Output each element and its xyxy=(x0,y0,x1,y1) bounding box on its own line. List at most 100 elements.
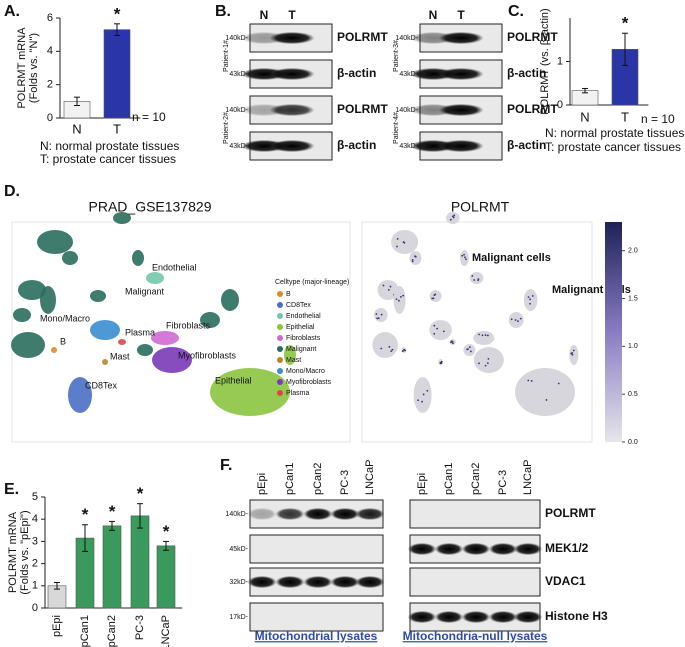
expression-dot xyxy=(514,319,517,321)
protein-label: POLRMT xyxy=(337,102,388,116)
umap-cluster-expression xyxy=(429,320,452,340)
error-bar xyxy=(54,581,60,590)
y-axis-label: POLRMT mRNA xyxy=(7,511,19,593)
band xyxy=(488,610,518,624)
expression-dot xyxy=(529,302,531,305)
umap-cluster-expression xyxy=(393,286,406,314)
y-tick-label: 4 xyxy=(47,45,53,57)
lane-label: pCan1 xyxy=(284,463,296,495)
significance-star: * xyxy=(137,484,144,503)
band xyxy=(355,507,385,521)
cluster-label: B xyxy=(60,336,66,346)
band xyxy=(330,507,360,521)
error-bar xyxy=(82,524,88,552)
expression-dot xyxy=(571,352,574,354)
band xyxy=(269,139,315,153)
legend-swatch xyxy=(277,291,283,297)
umap-cluster xyxy=(151,331,179,345)
umap-cluster xyxy=(146,272,164,284)
significance-star: * xyxy=(622,14,629,33)
marker-label: 43kD- xyxy=(399,71,418,78)
band xyxy=(513,542,543,556)
umap-frame xyxy=(11,221,351,443)
lane-label: pCan2 xyxy=(470,463,482,495)
significance-star: * xyxy=(114,4,121,23)
protein-label: β-actin xyxy=(507,66,546,80)
y-tick-label: 0 xyxy=(557,99,563,111)
protein-label: VDAC1 xyxy=(545,574,586,588)
legend-swatch xyxy=(277,346,283,352)
x-tick-label: LNCaP xyxy=(160,615,172,647)
expression-dot xyxy=(390,350,393,352)
legend-swatch xyxy=(277,335,283,341)
panel-label: F. xyxy=(220,457,232,474)
umap-cluster-expression xyxy=(469,272,484,284)
y-axis-label: (Folds vs. "pEpi") xyxy=(19,510,31,594)
error-bar xyxy=(114,23,120,36)
expression-dot xyxy=(421,400,423,403)
expression-dot xyxy=(411,260,414,263)
legend-swatch xyxy=(277,368,283,374)
legend-swatch xyxy=(277,324,283,330)
band xyxy=(269,103,315,117)
colorbar xyxy=(605,222,622,442)
band xyxy=(488,542,518,556)
legend-entry: Malignant xyxy=(286,346,316,353)
y-tick-label: 5 xyxy=(32,491,38,503)
cluster-label: Epithelial xyxy=(215,375,252,385)
umap-cluster-expression xyxy=(429,290,442,302)
cluster-label: Malignant xyxy=(125,286,165,296)
colorbar-tick-label: 1.0 xyxy=(628,343,638,350)
protein-label: MEK1/2 xyxy=(545,541,589,555)
expression-dot xyxy=(401,350,404,353)
umap-cluster-expression xyxy=(473,331,495,345)
expression-dot xyxy=(433,332,436,335)
expression-dot xyxy=(527,296,530,299)
blot xyxy=(249,602,384,632)
lane-label: T xyxy=(457,8,465,22)
band xyxy=(513,610,543,624)
umap-cluster-expression xyxy=(515,368,575,416)
expression-dot xyxy=(517,320,519,323)
umap-cluster xyxy=(284,345,296,365)
cluster-label: Plasma xyxy=(125,327,155,337)
colorbar-tick-label: 0.0 xyxy=(628,439,638,446)
band xyxy=(269,67,315,81)
caption: Mitochondrial lysates xyxy=(255,629,378,643)
note: N: normal prostate tissues xyxy=(40,139,179,153)
cluster-label: Mast xyxy=(110,351,130,361)
protein-label: Histone H3 xyxy=(545,609,608,623)
expression-dot xyxy=(477,279,479,282)
band xyxy=(269,31,315,45)
legend-entry: Mono/Macro xyxy=(286,368,325,375)
umap-cluster xyxy=(40,286,56,314)
umap-cluster xyxy=(51,347,57,353)
expression-dot xyxy=(442,330,445,333)
blot xyxy=(409,499,541,529)
bar xyxy=(103,29,131,119)
annotation: n = 10 xyxy=(132,110,166,124)
lane-label: N xyxy=(260,8,269,22)
expression-dot xyxy=(411,259,414,261)
expression-dot xyxy=(391,348,394,351)
band xyxy=(247,507,277,521)
lane-label: pEpi xyxy=(256,473,268,495)
expression-dot xyxy=(387,288,390,291)
marker-label: 43kD- xyxy=(229,71,248,78)
umap-cluster-expression xyxy=(463,344,476,356)
expression-dot xyxy=(469,350,472,353)
y-axis-label: POLRMT (vs. β-actin) xyxy=(539,8,551,114)
umap-title: POLRMT xyxy=(451,199,510,215)
expression-dot xyxy=(572,349,575,352)
cluster-label: Myofibroblasts xyxy=(178,350,237,360)
expression-dot xyxy=(465,258,467,261)
umap-title: PRAD_GSE137829 xyxy=(89,199,212,215)
band xyxy=(407,542,437,556)
expression-dot xyxy=(487,357,490,360)
error-bar xyxy=(582,87,588,94)
expression-dot xyxy=(402,294,405,297)
protein-label: POLRMT xyxy=(507,30,558,44)
lane-label: PC-3 xyxy=(497,470,509,495)
expression-dot xyxy=(527,379,530,382)
